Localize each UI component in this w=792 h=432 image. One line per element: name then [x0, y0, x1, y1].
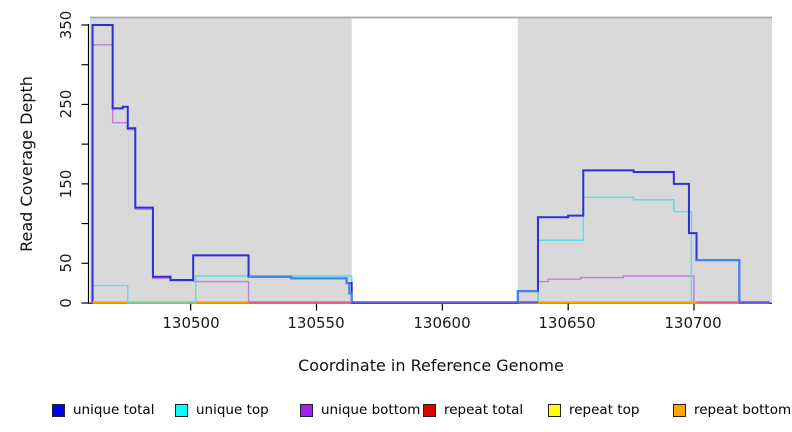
x-tick-label-130650: 130650	[538, 314, 596, 332]
x-tick-label-130600: 130600	[413, 314, 471, 332]
repeat-top-swatch-icon	[548, 403, 561, 417]
unique-bottom-swatch-icon	[300, 403, 313, 417]
repeat-total-swatch-icon	[423, 403, 436, 417]
y-tick-label-250: 250	[57, 89, 75, 119]
legend-item-unique-total: unique total	[52, 401, 154, 419]
legend-label: unique top	[196, 402, 269, 418]
y-tick-label-150: 150	[57, 169, 75, 199]
legend-label: unique bottom	[321, 402, 421, 418]
y-axis-title: Read Coverage Depth	[17, 76, 36, 252]
legend-label: unique total	[73, 402, 155, 418]
x-tick-label-130700: 130700	[664, 314, 722, 332]
y-tick-label-50: 50	[57, 253, 75, 273]
legend: unique total unique top unique bottom re…	[0, 401, 792, 423]
unique-top-swatch-icon	[175, 403, 188, 417]
legend-label: repeat top	[569, 402, 640, 418]
y-tick-label-0: 0	[57, 298, 75, 308]
legend-item-repeat-bottom: repeat bottom	[673, 401, 791, 419]
legend-item-unique-top: unique top	[175, 401, 269, 419]
y-tick-label-350: 350	[57, 10, 75, 40]
legend-label: repeat bottom	[694, 402, 792, 418]
x-axis-title: Coordinate in Reference Genome	[298, 356, 564, 375]
unique-total-swatch-icon	[52, 403, 65, 417]
legend-label: repeat total	[444, 402, 524, 418]
repeat-bottom-swatch-icon	[673, 403, 686, 417]
x-tick-label-130500: 130500	[162, 314, 220, 332]
legend-item-unique-bottom: unique bottom	[300, 401, 420, 419]
legend-item-repeat-total: repeat total	[423, 401, 523, 419]
legend-item-repeat-top: repeat top	[548, 401, 639, 419]
x-tick-label-130550: 130550	[287, 314, 345, 332]
